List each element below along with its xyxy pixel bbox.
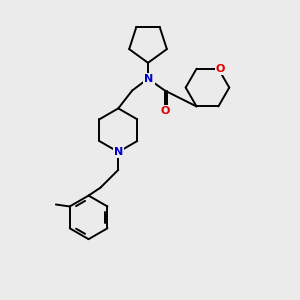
Text: N: N [114,147,123,157]
Text: N: N [144,74,154,84]
Text: O: O [160,106,170,116]
Text: O: O [216,64,225,74]
